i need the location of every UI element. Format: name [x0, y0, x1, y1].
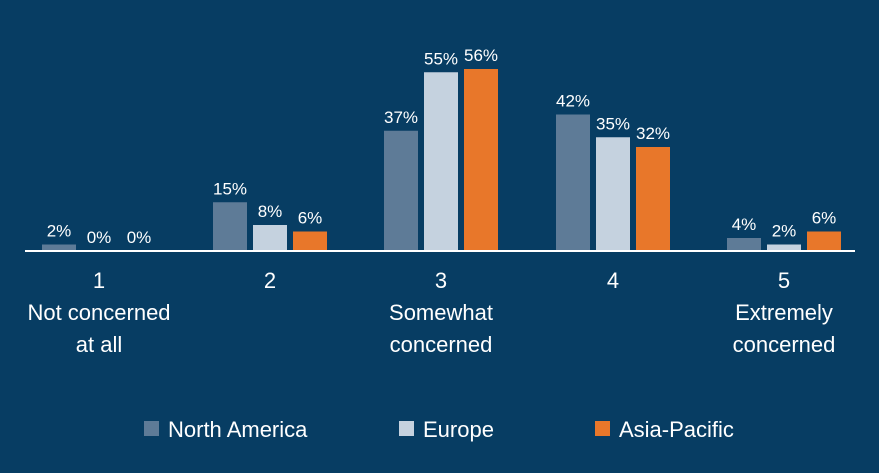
bars-layer	[42, 69, 841, 251]
category-label: 3	[435, 268, 447, 293]
bar-asia-pacific-2	[293, 231, 327, 251]
bar-north-america-3	[384, 130, 418, 251]
value-label: 6%	[812, 209, 837, 228]
value-label: 35%	[596, 114, 630, 133]
value-label: 42%	[556, 92, 590, 111]
category-labels-layer: 1 Not concerned at all 2 3 Somewhat concerned 4…	[27, 268, 835, 357]
bar-europe-4	[596, 137, 630, 251]
bar-north-america-4	[556, 114, 590, 251]
value-label: 55%	[424, 49, 458, 68]
value-label: 2%	[772, 222, 797, 241]
value-label: 0%	[127, 228, 152, 247]
bar-asia-pacific-4	[636, 147, 670, 251]
value-label: 56%	[464, 46, 498, 65]
value-label: 6%	[298, 209, 323, 228]
bar-north-america-1	[42, 244, 76, 251]
value-label: 37%	[384, 108, 418, 127]
category-label: concerned	[390, 332, 493, 357]
category-label: at all	[76, 332, 122, 357]
legend-swatch	[595, 421, 610, 436]
category-label: 2	[264, 268, 276, 293]
category-label: Somewhat	[389, 300, 493, 325]
value-label: 2%	[47, 222, 72, 241]
legend-label: North America	[168, 417, 308, 442]
value-label: 15%	[213, 179, 247, 198]
bar-asia-pacific-3	[464, 69, 498, 251]
category-label: concerned	[733, 332, 836, 357]
bar-europe-3	[424, 72, 458, 251]
category-label: Not concerned	[27, 300, 170, 325]
legend-swatch	[399, 421, 414, 436]
bar-europe-2	[253, 225, 287, 251]
legend-label: Europe	[423, 417, 494, 442]
bar-europe-5	[767, 244, 801, 251]
value-label: 8%	[258, 202, 283, 221]
category-label: 5	[778, 268, 790, 293]
legend-swatch	[144, 421, 159, 436]
legend-label: Asia-Pacific	[619, 417, 734, 442]
value-label: 0%	[87, 228, 112, 247]
legend: North America Europe Asia-Pacific	[144, 417, 734, 442]
value-label: 32%	[636, 124, 670, 143]
bar-north-america-5	[727, 238, 761, 251]
bar-north-america-2	[213, 202, 247, 251]
category-label: 4	[607, 268, 619, 293]
category-label: Extremely	[735, 300, 833, 325]
value-labels-layer: 2% 0% 0% 15% 8% 6% 37% 55% 56% 42% 35% 32% 4% 2% 6%	[47, 46, 837, 247]
value-label: 4%	[732, 215, 757, 234]
bar-asia-pacific-5	[807, 231, 841, 251]
category-label: 1	[93, 268, 105, 293]
